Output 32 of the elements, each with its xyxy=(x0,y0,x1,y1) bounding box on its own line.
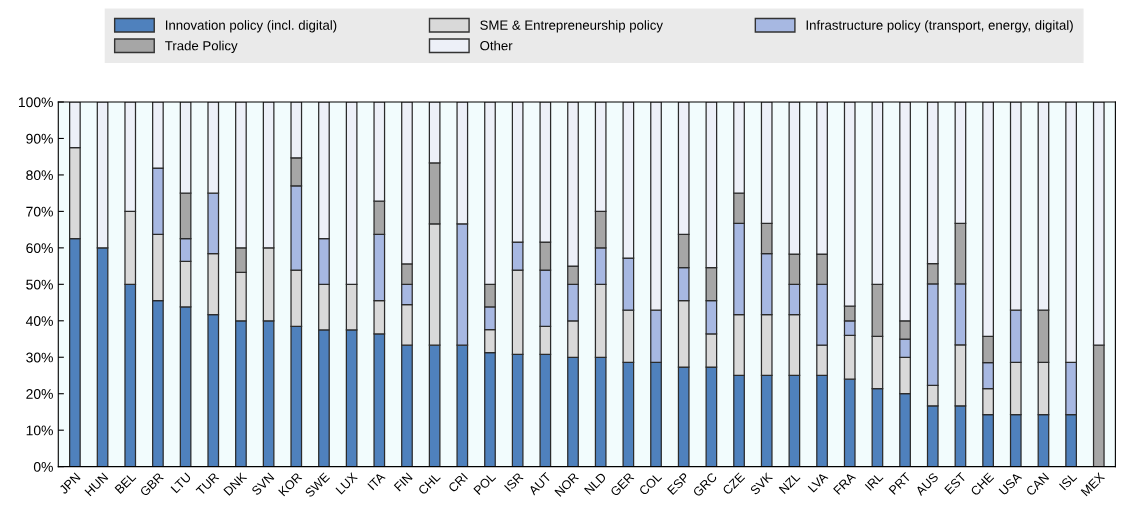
x-tick-label: ISR xyxy=(503,472,524,492)
x-tick-label: ITA xyxy=(367,471,386,491)
x-tick-label: FIN xyxy=(393,472,413,492)
x-tick-label: ISL xyxy=(1058,472,1078,491)
x-tick-label: FRA xyxy=(833,471,857,495)
x-tick-label: LVA xyxy=(807,471,829,493)
x-tick-label: NZL xyxy=(778,472,801,494)
y-tick-label: 60% xyxy=(26,243,53,254)
x-tick-label: POL xyxy=(473,472,497,495)
y-tick-label: 30% xyxy=(26,352,53,363)
x-tick-label: CRI xyxy=(447,472,468,493)
legend-label: Innovation policy (incl. digital) xyxy=(166,20,337,33)
legend-label: Other xyxy=(480,40,513,51)
x-tick-label: USA xyxy=(998,471,1023,496)
y-tick-label: 80% xyxy=(26,170,53,181)
x-tick-label: CHL xyxy=(417,472,441,496)
legend-label: Trade Policy xyxy=(165,40,238,53)
x-tick-label: IRL xyxy=(864,472,884,491)
legend-label: Infrastructure policy (transport, energy, digital) xyxy=(806,20,1073,33)
y-tick-label: 10% xyxy=(26,425,53,436)
y-tick-label: 0% xyxy=(33,461,53,472)
y-tick-label: 70% xyxy=(26,206,53,217)
y-tick-label: 100% xyxy=(18,97,53,108)
x-tick-label: COL xyxy=(638,472,663,496)
y-tick-label: 50% xyxy=(26,279,53,290)
x-tick-label: BEL xyxy=(114,472,137,494)
y-tick-label: 40% xyxy=(25,316,53,326)
x-tick-label: LTU xyxy=(170,472,192,494)
y-tick-label: 90% xyxy=(26,133,53,144)
x-tick-label: TUR xyxy=(195,472,220,496)
y-tick-label: 20% xyxy=(26,389,53,399)
legend-label: SME & Entrepreneurship policy xyxy=(480,20,663,33)
